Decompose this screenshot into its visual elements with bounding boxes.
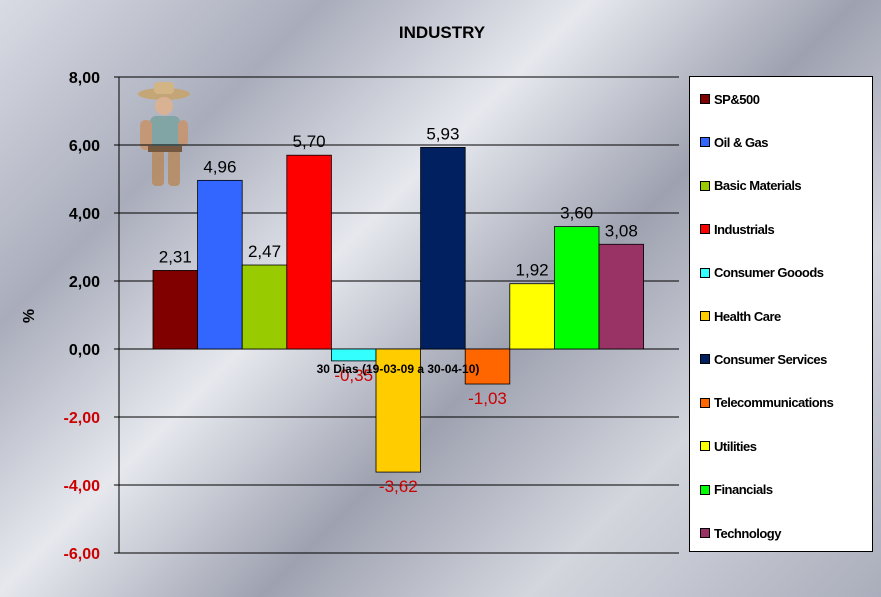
legend-label: Health Care: [714, 308, 781, 324]
bar: [464, 348, 511, 385]
data-label: -3,62: [379, 477, 418, 496]
legend-swatch: [700, 528, 710, 538]
bar: [554, 226, 600, 350]
bar-labels: 2,31 4,96 2,47 5,70 -0,35 -3,62 5,93 -1,03 1,92 3…: [159, 124, 638, 496]
bar: [420, 146, 466, 350]
legend-label: Basic Materials: [714, 178, 802, 194]
legend-label: SP&500: [714, 91, 760, 107]
legend-label: Technology: [714, 525, 781, 541]
legend-item: Financials: [700, 482, 773, 498]
y-tick-label: 6,00: [69, 138, 100, 155]
legend-item: Oil & Gas: [700, 134, 769, 150]
legend-item: Health Care: [700, 308, 781, 324]
bar: [197, 179, 243, 350]
data-label: 3,08: [605, 221, 638, 240]
data-label: 5,70: [293, 132, 326, 151]
bar: [330, 348, 377, 362]
y-tick-label: -2,00: [64, 410, 101, 427]
legend-swatch: [700, 180, 710, 191]
x-axis-label: 30 Dias (19-03-09 a 30-04-10): [317, 362, 480, 376]
legend-swatch: [700, 397, 710, 408]
legend-item: Technology: [700, 525, 781, 541]
legend-swatch: [700, 311, 710, 321]
bar: [509, 283, 555, 350]
legend-label: Financials: [714, 482, 773, 498]
y-tick-label: 4,00: [69, 206, 100, 223]
legend: SP&500 Oil & Gas Basic Materials Industrial…: [689, 76, 873, 552]
data-label: -0,35: [334, 366, 373, 385]
data-label: 2,47: [248, 242, 281, 261]
legend-item: Consumer Gooods: [700, 265, 824, 281]
legend-swatch: [700, 267, 710, 278]
chart-title: INDUSTRY: [399, 23, 486, 42]
legend-item: Utilities: [700, 438, 757, 454]
bar: [286, 154, 332, 350]
data-label: 2,31: [159, 247, 192, 266]
legend-swatch: [700, 484, 710, 495]
legend-swatch: [700, 224, 710, 235]
bar: [152, 270, 198, 350]
y-tick-label: 0,00: [69, 342, 100, 359]
data-label: 5,93: [426, 124, 459, 143]
bar: [241, 264, 288, 350]
bar: [375, 348, 421, 473]
y-tick-label: 2,00: [69, 274, 100, 291]
y-tick-label: -4,00: [64, 478, 101, 495]
data-label: 4,96: [203, 157, 236, 176]
y-axis: 8,00 6,00 4,00 2,00 0,00 -2,00 -4,00 -6,00: [64, 70, 119, 563]
cowboy-figure: [138, 82, 190, 186]
legend-item: Basic Materials: [700, 178, 802, 194]
legend-swatch: [700, 441, 710, 452]
legend-label: Utilities: [714, 438, 757, 454]
legend-item: Industrials: [700, 221, 775, 237]
legend-item: Telecommunications: [700, 395, 834, 411]
data-label: 3,60: [560, 204, 593, 223]
legend-swatch: [700, 94, 710, 104]
bar: [598, 243, 644, 350]
legend-swatch: [700, 354, 710, 365]
legend-item: SP&500: [700, 91, 760, 107]
legend-label: Telecommunications: [714, 395, 834, 411]
legend-label: Consumer Gooods: [714, 265, 824, 281]
y-axis-label: %: [21, 309, 38, 323]
data-label: -1,03: [468, 389, 507, 408]
legend-swatch: [700, 137, 710, 148]
legend-label: Industrials: [714, 221, 775, 237]
legend-item: Consumer Services: [700, 351, 827, 367]
y-tick-label: -6,00: [64, 546, 101, 563]
data-label: 1,92: [516, 261, 549, 280]
bars: [152, 146, 644, 473]
legend-label: Consumer Services: [714, 351, 827, 367]
y-tick-label: 8,00: [69, 70, 100, 87]
legend-label: Oil & Gas: [714, 134, 769, 150]
